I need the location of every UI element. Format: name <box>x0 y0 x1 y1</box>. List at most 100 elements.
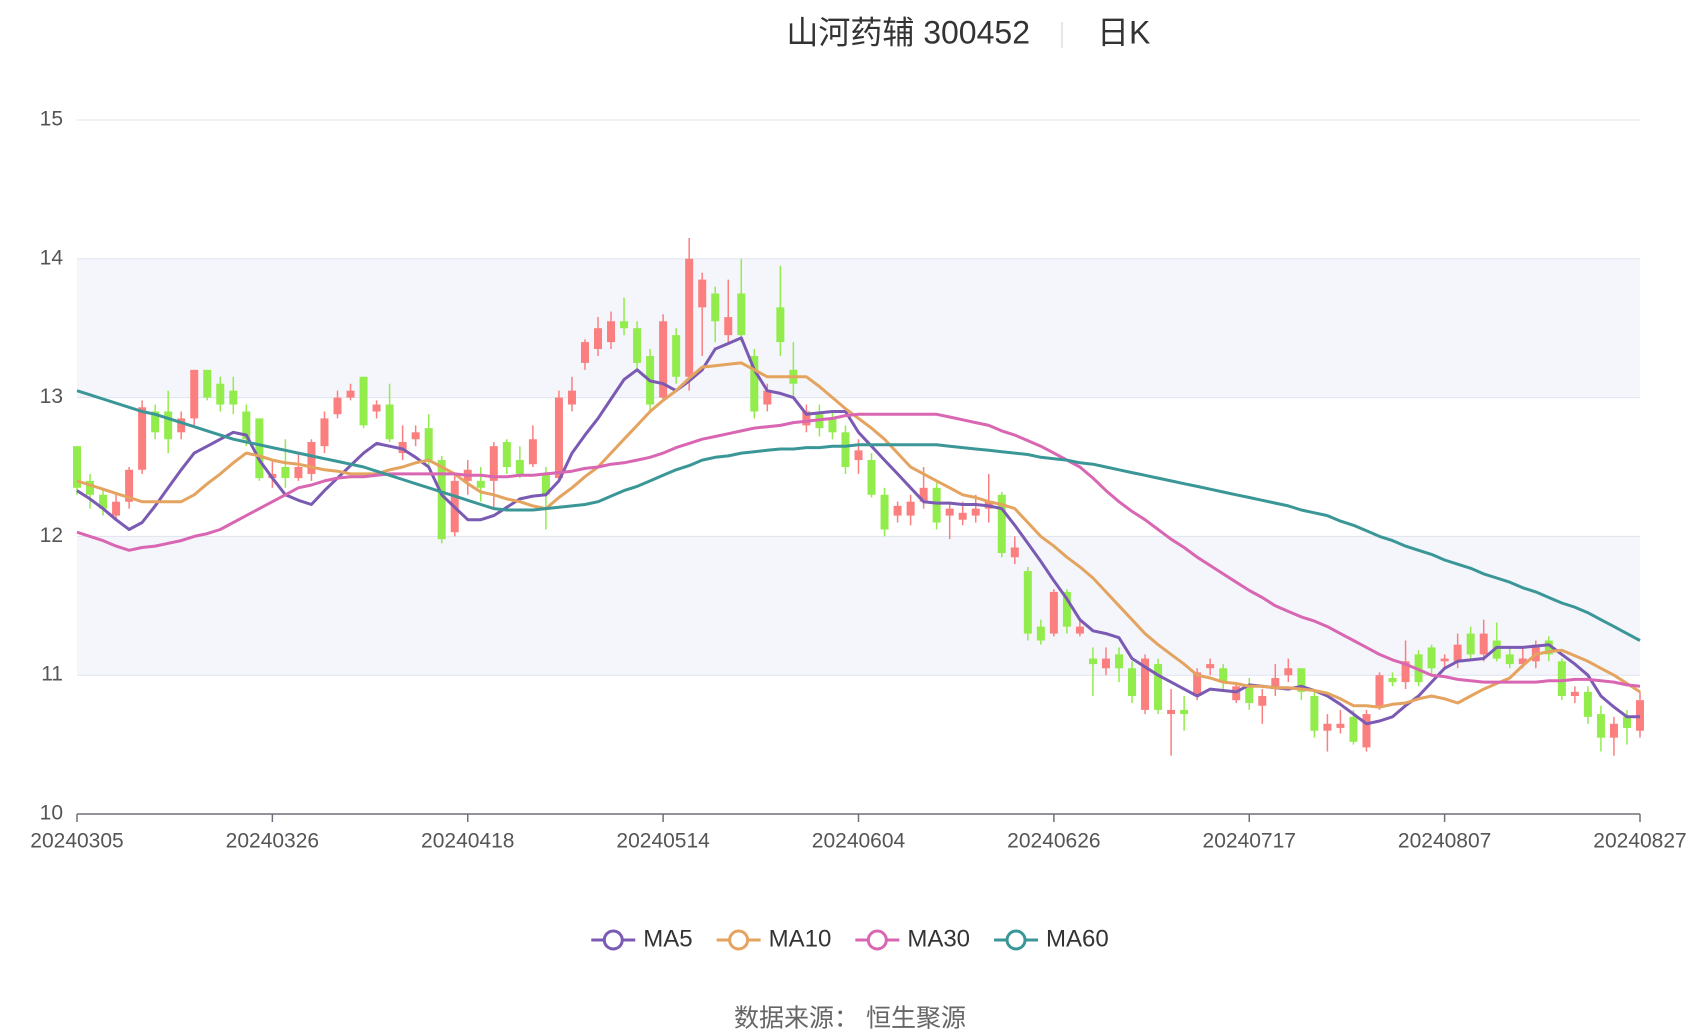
candle-body <box>476 480 485 488</box>
y-tick-label: 10 <box>40 802 63 825</box>
candle-body <box>685 258 694 377</box>
candle-body <box>1375 675 1384 706</box>
candle-body <box>1596 714 1605 738</box>
candle-body <box>190 369 199 419</box>
candle-body <box>320 418 329 447</box>
candle-body <box>1466 633 1475 655</box>
candle-body <box>711 293 720 322</box>
candle-body <box>672 335 681 377</box>
candle-body <box>1453 644 1462 662</box>
candle-body <box>1062 591 1071 627</box>
legend-label: MA10 <box>769 925 832 952</box>
candle-body <box>359 376 368 426</box>
x-tick-label: 20240604 <box>812 830 906 853</box>
candle-body <box>203 369 212 398</box>
candle-body <box>554 397 563 479</box>
legend-item: MA60 <box>994 925 1109 952</box>
candle-body <box>1323 723 1332 731</box>
candle-body <box>164 411 173 440</box>
candle-body <box>151 411 160 433</box>
candle-body <box>1440 658 1449 662</box>
candle-body <box>1154 664 1163 710</box>
candle-body <box>1284 668 1293 676</box>
candle-body <box>567 390 576 405</box>
candle-body <box>424 428 433 461</box>
candle-body <box>1544 640 1553 655</box>
candle-body <box>841 432 850 467</box>
candle-body <box>86 480 95 495</box>
candle-body <box>502 442 511 467</box>
candle-body <box>99 494 108 509</box>
candle-body <box>893 505 902 516</box>
candle-body <box>633 328 642 363</box>
candle-body <box>1427 647 1436 669</box>
candle-body <box>541 473 550 495</box>
candle-body <box>229 390 238 405</box>
x-tick-label: 20240807 <box>1398 830 1491 853</box>
candle-body <box>1219 668 1228 683</box>
x-tick-label: 20240305 <box>30 830 123 853</box>
candle-body <box>620 321 629 329</box>
candle-body <box>945 508 954 516</box>
candle-body <box>294 467 303 479</box>
candle-body <box>659 321 668 398</box>
candle-body <box>919 487 928 502</box>
candle-body <box>724 317 733 336</box>
legend-label: MA5 <box>643 925 692 952</box>
split-area <box>77 536 1640 676</box>
legend-marker <box>728 929 750 951</box>
legend-item: MA30 <box>855 925 970 952</box>
candle-body <box>1088 658 1097 665</box>
legend-item: MA5 <box>591 925 693 952</box>
legend-item: MA10 <box>716 925 832 952</box>
candle-body <box>594 328 602 350</box>
candle-body <box>1206 664 1215 669</box>
candle-body <box>1167 709 1176 715</box>
x-tick-label: 20240717 <box>1203 830 1296 853</box>
candle-body <box>1518 658 1527 665</box>
candle-body <box>385 404 394 440</box>
ma-line <box>76 389 1641 642</box>
candle-body <box>1049 591 1058 634</box>
candle-body <box>867 460 876 495</box>
candle-body <box>580 342 589 363</box>
candle-body <box>1101 658 1110 669</box>
candle-body <box>177 418 186 433</box>
candle-body <box>1570 691 1579 697</box>
candle-body <box>1128 668 1137 697</box>
candle-body <box>1115 654 1123 669</box>
x-tick-label: 20240326 <box>226 830 319 853</box>
candle-body <box>698 279 707 308</box>
candle-body <box>1362 714 1371 748</box>
y-tick-label: 12 <box>40 524 63 547</box>
candle-body <box>750 355 759 412</box>
candle-body <box>1193 672 1202 697</box>
legend-marker <box>1005 929 1027 951</box>
candle-body <box>216 383 225 405</box>
candle-body <box>528 439 537 465</box>
candle-body <box>763 390 772 405</box>
x-tick-label: 20240626 <box>1007 830 1100 853</box>
candle-body <box>802 411 811 426</box>
candle-body <box>138 407 147 470</box>
candle-body <box>281 467 290 479</box>
candle-body <box>73 446 81 488</box>
candle-body <box>1492 640 1501 659</box>
legend-label: MA60 <box>1046 925 1109 952</box>
candle-body <box>958 512 967 520</box>
x-tick-label: 20240827 <box>1593 830 1686 853</box>
candle-body <box>515 460 524 474</box>
candle-body <box>489 446 498 481</box>
candle-body <box>307 442 316 474</box>
candle-body <box>932 487 941 523</box>
y-tick-label: 11 <box>41 663 63 686</box>
candle-body <box>1297 668 1306 692</box>
candle-body <box>1388 677 1397 683</box>
candle-body <box>1349 716 1358 742</box>
candle-body <box>854 450 863 461</box>
candle-body <box>1075 626 1084 634</box>
candle-body <box>1141 658 1150 710</box>
y-tick-label: 15 <box>40 108 63 131</box>
candle-body <box>906 501 915 516</box>
